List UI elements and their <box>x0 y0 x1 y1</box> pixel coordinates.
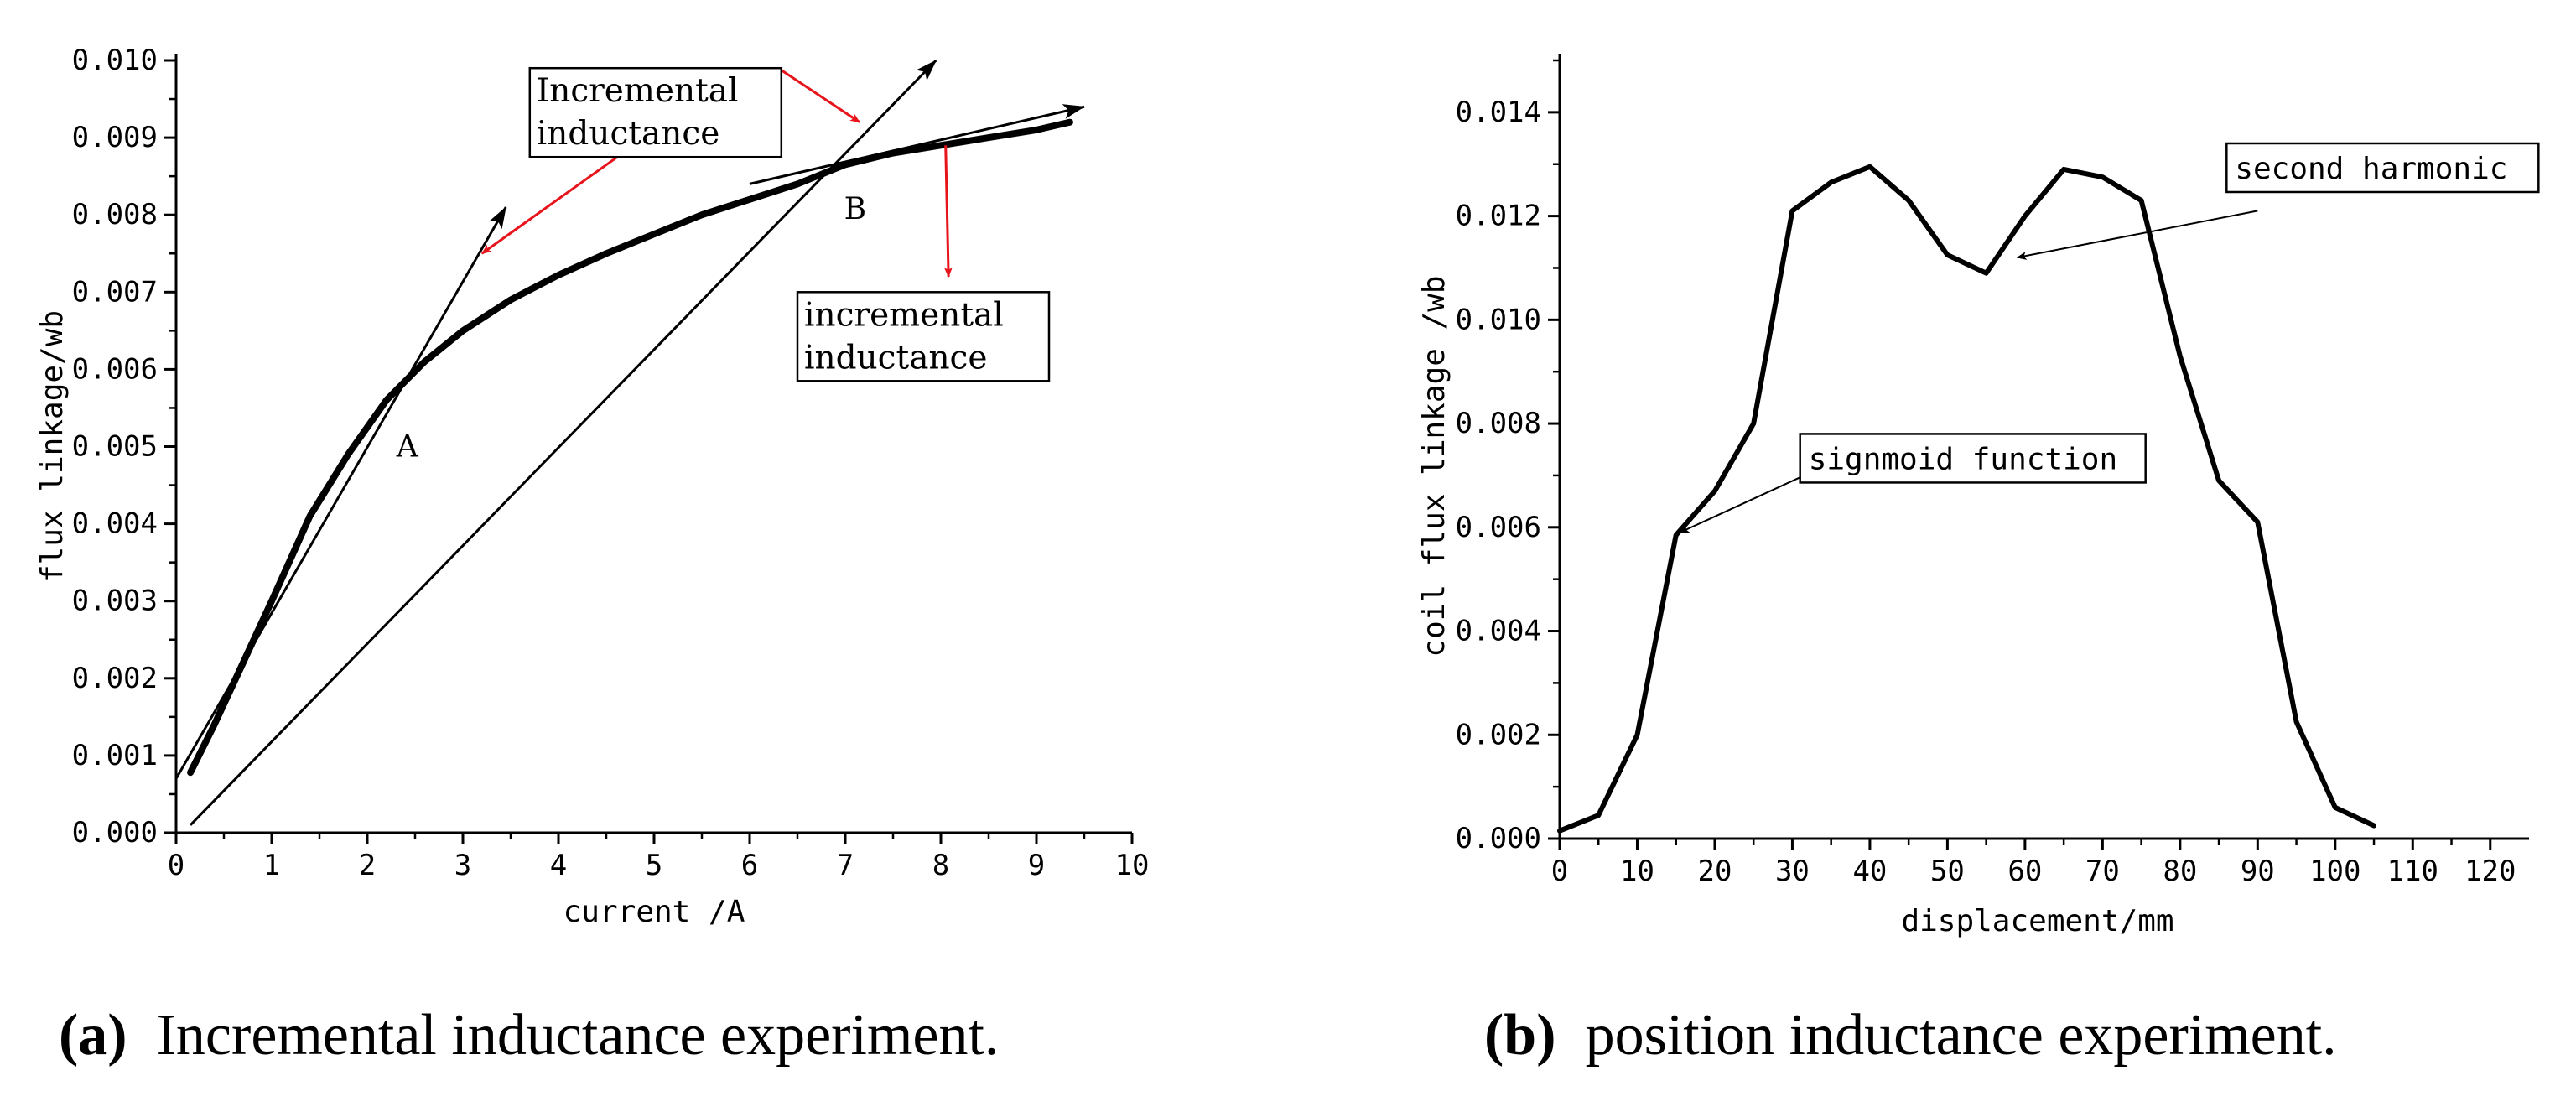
y-tick-label: 0.004 <box>1456 615 1541 648</box>
signmoid-function-arrow <box>1679 469 1816 533</box>
y-tick-label: 0.000 <box>1456 822 1541 855</box>
x-tick-label: 40 <box>1852 855 1887 888</box>
coil-flux-linkage-curve <box>1557 164 2376 834</box>
incremental-inductance-box-1 <box>528 66 783 158</box>
x-tick-label: 60 <box>2007 855 2042 888</box>
x-tick-label: 50 <box>1930 855 1965 888</box>
chart-b: second harmonic signmoid function 0 10 20 3… <box>1417 54 2540 938</box>
x-tick-label: 80 <box>2163 855 2197 888</box>
y-tick-label: 0.003 <box>72 585 158 618</box>
x-tick-label: 1 <box>263 849 280 882</box>
x-tick-label: 5 <box>646 849 662 882</box>
second-harmonic-arrow <box>2016 210 2258 260</box>
red-annotation-arrow <box>777 66 860 123</box>
x-tick-label: 3 <box>454 849 471 882</box>
chart-a: Incremental inductance incremental induc… <box>35 44 1149 929</box>
x-tick-label: 9 <box>1028 849 1045 882</box>
caption-a-label: (a) <box>59 1003 127 1068</box>
incremental-inductance-box-2 <box>796 291 1051 382</box>
y-tick-label: 0.002 <box>72 662 158 695</box>
y-tick-label: 0.008 <box>1456 407 1541 440</box>
point-label-a: A <box>396 429 419 464</box>
annotation-line: Incremental <box>537 72 739 110</box>
y-tick-label: 0.004 <box>72 507 158 541</box>
caption-b-text: position inductance experiment. <box>1585 1003 2337 1068</box>
flux-linkage-curve <box>187 118 1073 777</box>
x-tick-label: 0 <box>168 849 184 882</box>
x-tick-label: 7 <box>837 849 854 882</box>
y-tick-label: 0.006 <box>1456 511 1541 544</box>
y-tick-label: 0.005 <box>72 430 158 464</box>
x-tick-label: 10 <box>1115 849 1150 882</box>
red-annotation-arrow <box>943 145 953 278</box>
caption-b-label: (b) <box>1484 1003 1556 1068</box>
y-tick-label: 0.006 <box>72 352 158 386</box>
y-tick-label: 0.002 <box>1456 718 1541 751</box>
y-axis-label: coil flux linkage /wb <box>1417 275 1452 657</box>
x-tick-label: 10 <box>1620 855 1654 888</box>
annotation-line: inductance <box>537 115 719 153</box>
y-tick-label: 0.001 <box>72 739 158 772</box>
x-tick-label: 20 <box>1697 855 1732 888</box>
x-tick-label: 6 <box>741 849 758 882</box>
annotation-signmoid-function: signmoid function <box>1809 442 2117 476</box>
y-tick-label: 0.009 <box>72 121 158 154</box>
annotation-line: inductance <box>804 339 987 377</box>
y-tick-label: 0.008 <box>72 198 158 231</box>
y-tick-label: 0.010 <box>1456 303 1541 336</box>
annotation-second-harmonic: second harmonic <box>2235 152 2507 186</box>
y-axis-label: flux linkage/wb <box>35 310 70 583</box>
x-tick-label: 8 <box>932 849 949 882</box>
caption-b: (b) position inductance experiment. <box>1484 1002 2337 1069</box>
second-harmonic-box <box>2225 142 2540 194</box>
x-tick-label: 2 <box>359 849 376 882</box>
y-tick-label: 0.012 <box>1456 200 1541 233</box>
x-tick-label: 30 <box>1775 855 1810 888</box>
caption-a: (a) Incremental inductance experiment. <box>59 1002 999 1069</box>
annotation-line: incremental <box>804 296 1004 334</box>
y-tick-label: 0.010 <box>72 44 158 77</box>
x-tick-label: 120 <box>2464 855 2516 888</box>
x-axis-label: current /A <box>564 895 745 929</box>
signmoid-function-box <box>1799 433 2147 484</box>
x-tick-label: 4 <box>550 849 567 882</box>
y-tick-label: 0.000 <box>72 816 158 850</box>
x-tick-label: 0 <box>1551 855 1568 888</box>
x-tick-label: 110 <box>2387 855 2438 888</box>
x-tick-label: 100 <box>2309 855 2360 888</box>
x-tick-label: 70 <box>2085 855 2120 888</box>
y-tick-label: 0.014 <box>1456 96 1541 129</box>
x-tick-label: 90 <box>2241 855 2275 888</box>
secant-line <box>190 59 937 826</box>
x-axis-label: displacement/mm <box>1901 904 2174 938</box>
y-tick-label: 0.007 <box>72 275 158 309</box>
tangent-line-b <box>749 104 1085 185</box>
point-label-b: B <box>844 192 866 226</box>
caption-a-text: Incremental inductance experiment. <box>156 1003 1000 1068</box>
